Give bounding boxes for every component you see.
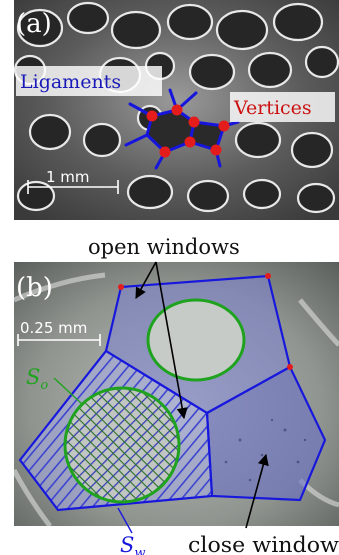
open-circle-upper xyxy=(146,298,246,382)
panel-a-label: (a) xyxy=(16,9,52,39)
s-o-label: So xyxy=(26,365,48,393)
vertex xyxy=(287,364,293,370)
vertices-label: Vertices xyxy=(233,97,312,119)
window-right-speckle xyxy=(224,418,307,482)
vertex xyxy=(188,116,200,128)
ligaments-label: Ligaments xyxy=(20,71,121,93)
scale-bar-a-label: 1 mm xyxy=(46,168,90,186)
panel-b: (b) 0.25 mm So xyxy=(14,261,339,534)
vertex xyxy=(159,146,171,158)
vertex-markers-b xyxy=(118,273,293,370)
s-o-leader xyxy=(53,377,83,405)
vertex xyxy=(184,136,196,148)
arrow-open-upper xyxy=(135,261,157,299)
arrow-open-lower xyxy=(155,261,188,420)
scale-bar-a xyxy=(27,180,119,194)
vertex xyxy=(118,284,124,290)
ligaments-label-box xyxy=(16,66,162,96)
open-windows-label: open windows xyxy=(88,235,240,259)
s-w-label: Sw xyxy=(120,533,146,555)
scale-bar-b xyxy=(17,334,101,346)
vertex xyxy=(146,110,158,122)
open-circle-so xyxy=(63,386,181,504)
arrow-closed xyxy=(245,453,269,529)
scale-bar-b-label: 0.25 mm xyxy=(20,319,87,337)
s-w-leader xyxy=(117,507,133,534)
closed-window-label: close window xyxy=(188,533,339,555)
vertex xyxy=(218,120,230,132)
callout-arrows xyxy=(135,261,269,529)
panel-b-label: (b) xyxy=(16,273,53,303)
panel-a: (a) Ligaments Vertices 1 mm xyxy=(14,0,339,220)
vertex xyxy=(265,273,271,279)
vertex-markers xyxy=(146,104,230,158)
vertex xyxy=(210,144,222,156)
ligament xyxy=(124,133,149,147)
vertices-label-box xyxy=(230,92,335,122)
vertex xyxy=(171,104,183,116)
